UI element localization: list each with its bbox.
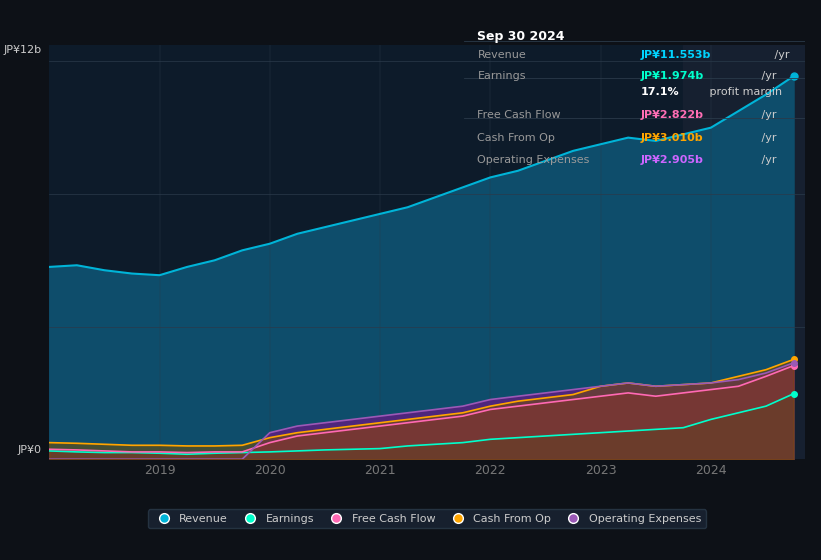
Text: profit margin: profit margin [706, 87, 782, 97]
Text: JP¥2.822b: JP¥2.822b [641, 110, 704, 120]
Text: JP¥12b: JP¥12b [3, 45, 42, 55]
Text: Revenue: Revenue [478, 50, 526, 59]
Text: /yr: /yr [758, 133, 776, 143]
Text: /yr: /yr [770, 50, 789, 59]
Text: JP¥2.905b: JP¥2.905b [641, 156, 704, 165]
Text: JP¥0: JP¥0 [18, 445, 42, 455]
Text: 17.1%: 17.1% [641, 87, 680, 97]
Text: Operating Expenses: Operating Expenses [478, 156, 589, 165]
Text: JP¥3.010b: JP¥3.010b [641, 133, 704, 143]
Legend: Revenue, Earnings, Free Cash Flow, Cash From Op, Operating Expenses: Revenue, Earnings, Free Cash Flow, Cash … [148, 510, 706, 528]
Text: /yr: /yr [758, 110, 776, 120]
Text: JP¥11.553b: JP¥11.553b [641, 50, 712, 59]
Bar [683, 45, 805, 459]
Text: /yr: /yr [758, 156, 776, 165]
Text: Sep 30 2024: Sep 30 2024 [478, 30, 565, 43]
Text: Free Cash Flow: Free Cash Flow [478, 110, 561, 120]
Text: Earnings: Earnings [478, 71, 526, 81]
Text: JP¥1.974b: JP¥1.974b [641, 71, 704, 81]
Text: Cash From Op: Cash From Op [478, 133, 555, 143]
Text: /yr: /yr [758, 71, 776, 81]
